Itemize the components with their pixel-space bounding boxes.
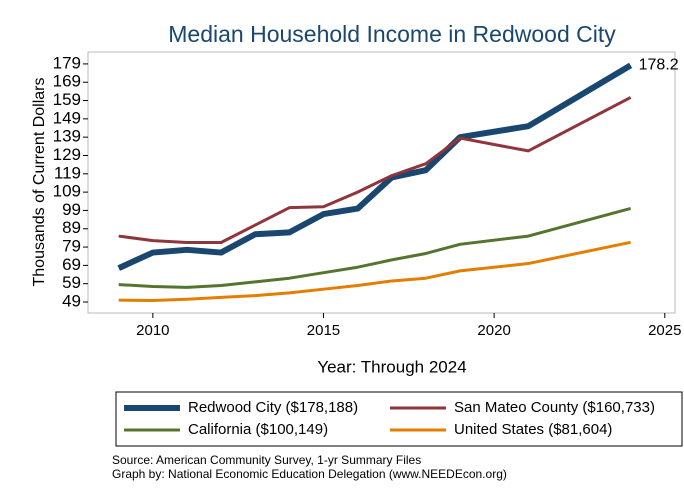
y-tick-label: 69 xyxy=(62,255,81,274)
x-tick-label: 2015 xyxy=(307,322,340,339)
legend-label: San Mateo County ($160,733) xyxy=(454,399,655,416)
series-line xyxy=(118,206,632,289)
y-tick-label: 129 xyxy=(53,145,81,164)
y-tick-label: 149 xyxy=(53,108,81,127)
y-tick-label: 79 xyxy=(62,237,81,256)
legend-label: United States ($81,604) xyxy=(454,421,612,438)
legend xyxy=(115,391,683,447)
y-tick-label: 109 xyxy=(53,182,81,201)
legend-label: Redwood City ($178,188) xyxy=(188,399,358,416)
y-tick-label: 59 xyxy=(62,273,81,292)
y-tick-label: 119 xyxy=(54,163,81,182)
legend-label: California ($100,149) xyxy=(188,421,328,438)
y-tick-label: 49 xyxy=(62,291,81,310)
y-tick-label: 89 xyxy=(62,218,81,237)
y-tick-label: 139 xyxy=(53,127,81,146)
x-tick-label: 2010 xyxy=(136,322,169,339)
chart-title: Median Household Income in Redwood City xyxy=(168,21,616,47)
x-tick-label: 2020 xyxy=(477,322,510,339)
x-axis-label: Year: Through 2024 xyxy=(317,357,466,376)
source-note: Source: American Community Survey, 1-yr … xyxy=(112,453,421,467)
data-label: 178.2 xyxy=(639,57,679,74)
series-line xyxy=(118,240,631,303)
y-tick-label: 179 xyxy=(53,53,81,72)
y-tick-label: 169 xyxy=(53,72,81,91)
y-tick-label: 99 xyxy=(62,200,81,219)
credit-note: Graph by: National Economic Education De… xyxy=(112,467,507,481)
y-axis-label: Thousands of Current Dollars xyxy=(31,78,48,287)
series-line xyxy=(118,96,632,244)
x-tick-label: 2025 xyxy=(648,322,681,339)
y-tick-label: 159 xyxy=(53,90,81,109)
